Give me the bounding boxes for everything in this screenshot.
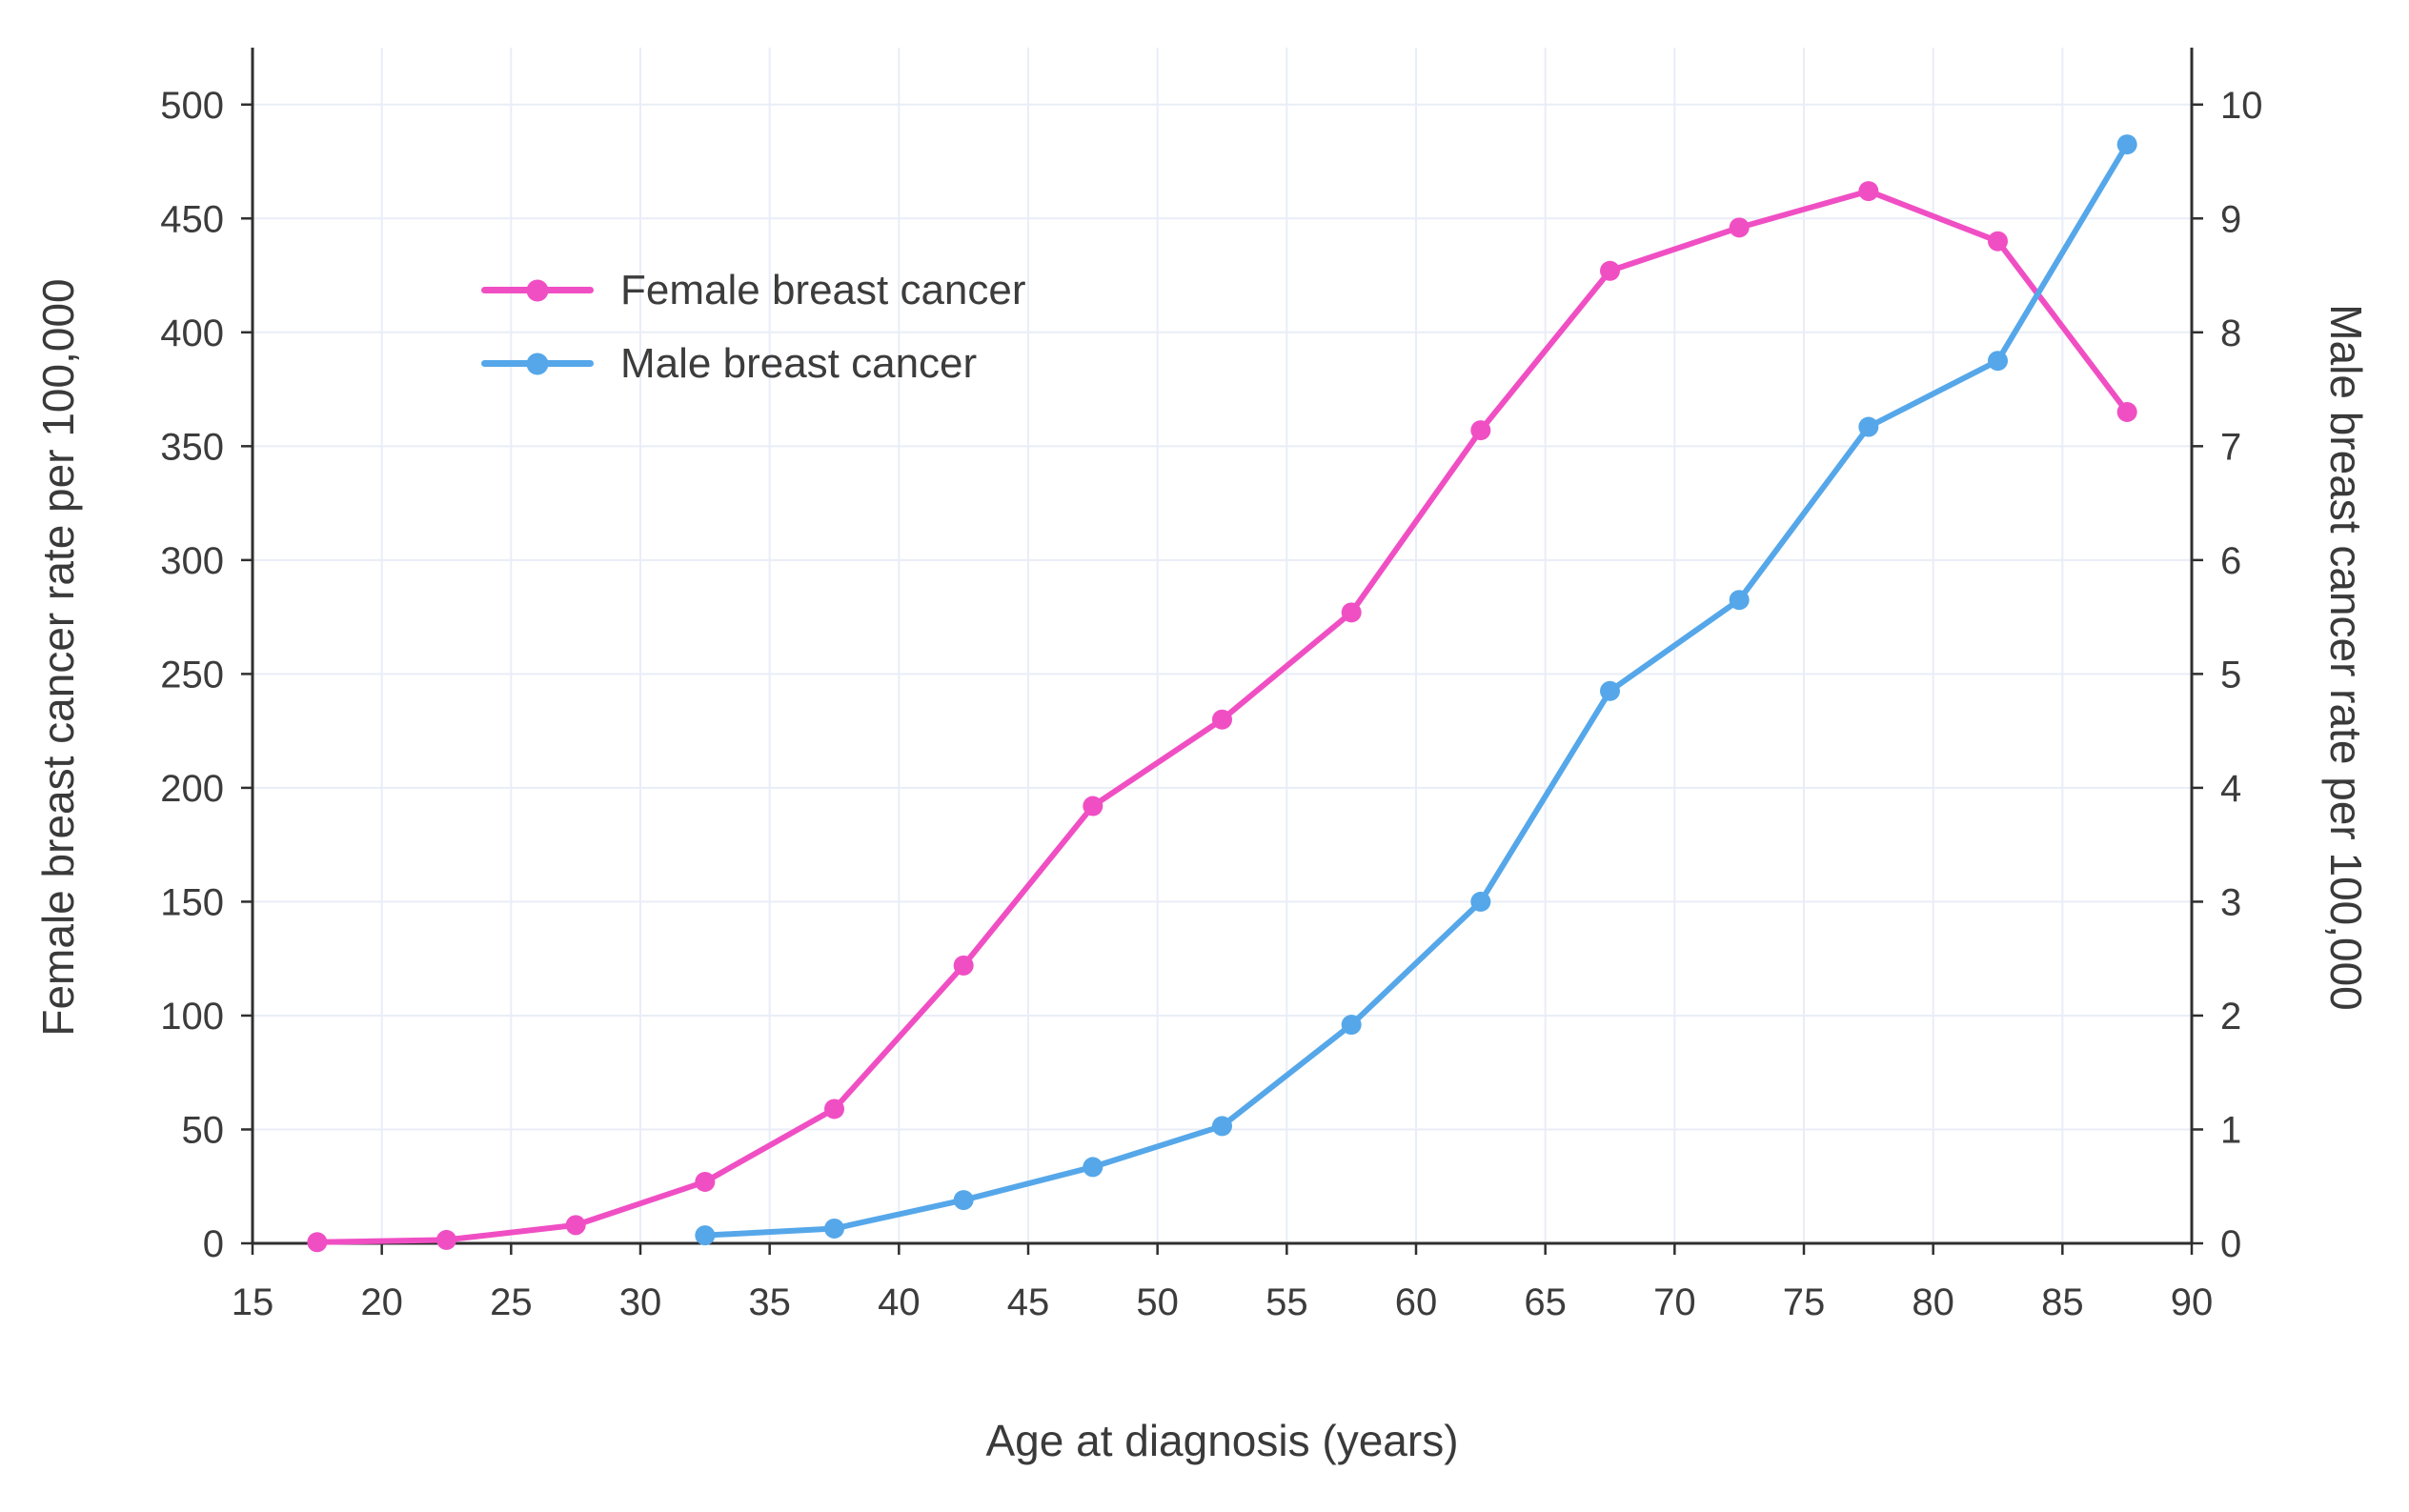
left-y-tick-label: 300 (160, 540, 224, 582)
right-y-tick-label: 10 (2220, 85, 2263, 127)
x-tick-label: 45 (1007, 1281, 1050, 1323)
left-y-axis-title: Female breast cancer rate per 100,000 (33, 278, 83, 1037)
male-series-marker-icon (526, 353, 549, 374)
x-tick-label: 25 (490, 1281, 533, 1323)
legend-label: Female breast cancer (620, 266, 1026, 313)
data-point-male-breast-cancer (1212, 1116, 1232, 1137)
x-tick-label: 55 (1265, 1281, 1308, 1323)
male-series-swatch-icon (481, 353, 594, 374)
x-tick-label: 40 (878, 1281, 921, 1323)
series-line-male-breast-cancer (701, 141, 2131, 1239)
data-point-male-breast-cancer (2116, 134, 2137, 155)
data-point-female-breast-cancer (1212, 709, 1232, 730)
right-y-tick-label: 6 (2220, 540, 2241, 582)
data-point-female-breast-cancer (2116, 401, 2137, 422)
data-point-female-breast-cancer (824, 1099, 844, 1119)
x-tick-label: 85 (2041, 1281, 2084, 1323)
data-point-male-breast-cancer (824, 1218, 844, 1239)
right-y-tick-label: 7 (2220, 426, 2241, 468)
data-point-male-breast-cancer (1988, 351, 2008, 372)
data-point-female-breast-cancer (1729, 217, 1750, 238)
data-point-male-breast-cancer (695, 1225, 716, 1246)
data-point-female-breast-cancer (436, 1229, 456, 1250)
left-y-tick-label: 250 (160, 654, 224, 696)
right-y-tick-label: 3 (2220, 881, 2241, 923)
data-point-female-breast-cancer (1858, 181, 1879, 202)
right-y-tick-label: 8 (2220, 312, 2241, 354)
data-point-male-breast-cancer (1600, 680, 1620, 701)
x-tick-label: 15 (232, 1281, 274, 1323)
x-tick-label: 50 (1136, 1281, 1179, 1323)
legend-item-male: Male breast cancer (481, 327, 1026, 400)
x-axis-title: Age at diagnosis (years) (985, 1416, 1459, 1465)
legend-label: Male breast cancer (620, 339, 978, 387)
left-y-tick-label: 0 (203, 1223, 224, 1265)
right-y-tick-label: 9 (2220, 198, 2241, 240)
female-series-marker-icon (526, 279, 549, 301)
left-y-tick-label: 150 (160, 881, 224, 923)
data-point-female-breast-cancer (1083, 796, 1103, 816)
data-point-female-breast-cancer (565, 1215, 586, 1236)
left-y-tick-label: 400 (160, 312, 224, 354)
data-point-female-breast-cancer (1988, 231, 2008, 252)
x-tick-label: 80 (1912, 1281, 1954, 1323)
right-y-tick-label: 1 (2220, 1109, 2241, 1151)
legend-item-female: Female breast cancer (481, 253, 1026, 327)
left-y-tick-label: 100 (160, 996, 224, 1038)
data-point-male-breast-cancer (1341, 1015, 1362, 1036)
x-tick-label: 35 (748, 1281, 791, 1323)
data-point-male-breast-cancer (1729, 590, 1750, 611)
data-point-male-breast-cancer (953, 1190, 974, 1211)
left-y-tick-label: 500 (160, 85, 224, 127)
x-tick-label: 70 (1653, 1281, 1696, 1323)
left-y-tick-label: 450 (160, 198, 224, 240)
left-y-tick-label: 350 (160, 426, 224, 468)
x-tick-label: 60 (1395, 1281, 1438, 1323)
x-tick-label: 90 (2171, 1281, 2214, 1323)
data-point-male-breast-cancer (1470, 891, 1491, 912)
data-point-female-breast-cancer (1600, 260, 1620, 281)
right-y-tick-label: 0 (2220, 1223, 2241, 1265)
data-point-male-breast-cancer (1083, 1157, 1103, 1178)
right-y-tick-label: 5 (2220, 654, 2241, 696)
data-point-male-breast-cancer (1858, 416, 1879, 437)
left-y-tick-label: 200 (160, 768, 224, 810)
right-y-tick-label: 4 (2220, 768, 2241, 810)
right-y-tick-label: 2 (2220, 996, 2241, 1038)
left-y-tick-label: 50 (182, 1109, 225, 1151)
x-tick-label: 65 (1524, 1281, 1567, 1323)
right-y-axis-title: Male breast cancer rate per 100,000 (2321, 304, 2371, 1011)
x-tick-label: 20 (360, 1281, 403, 1323)
female-series-swatch-icon (481, 279, 594, 301)
data-point-female-breast-cancer (1341, 602, 1362, 623)
data-point-female-breast-cancer (953, 955, 974, 976)
data-point-female-breast-cancer (307, 1232, 328, 1253)
x-tick-label: 75 (1783, 1281, 1826, 1323)
data-point-female-breast-cancer (695, 1171, 716, 1192)
legend: Female breast cancer Male breast cancer (481, 253, 1026, 400)
data-point-female-breast-cancer (1470, 420, 1491, 441)
x-tick-label: 30 (619, 1281, 662, 1323)
